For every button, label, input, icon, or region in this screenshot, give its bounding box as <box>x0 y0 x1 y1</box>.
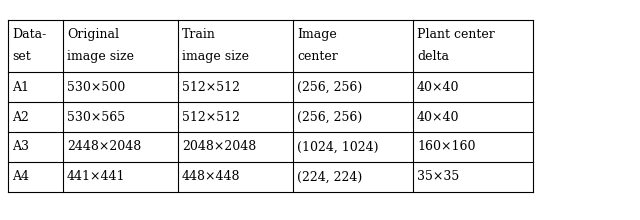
Text: center: center <box>297 50 338 63</box>
Text: 448×448: 448×448 <box>182 170 241 183</box>
Text: 35×35: 35×35 <box>417 170 460 183</box>
Text: 512×512: 512×512 <box>182 81 240 94</box>
Text: 441×441: 441×441 <box>67 170 125 183</box>
Text: Image: Image <box>297 28 337 41</box>
Text: Train: Train <box>182 28 216 41</box>
Text: delta: delta <box>417 50 449 63</box>
Text: 40×40: 40×40 <box>417 81 460 94</box>
Text: 40×40: 40×40 <box>417 110 460 123</box>
Text: 2048×2048: 2048×2048 <box>182 141 256 154</box>
Text: 512×512: 512×512 <box>182 110 240 123</box>
Text: Original: Original <box>67 28 119 41</box>
Text: (256, 256): (256, 256) <box>297 110 362 123</box>
Text: 160×160: 160×160 <box>417 141 476 154</box>
Text: image size: image size <box>182 50 249 63</box>
Text: Plant center: Plant center <box>417 28 495 41</box>
Text: A2: A2 <box>12 110 29 123</box>
Text: image size: image size <box>67 50 134 63</box>
Text: A1: A1 <box>12 81 29 94</box>
Text: (224, 224): (224, 224) <box>297 170 362 183</box>
Text: (1024, 1024): (1024, 1024) <box>297 141 378 154</box>
Text: (256, 256): (256, 256) <box>297 81 362 94</box>
Text: Data-: Data- <box>12 28 46 41</box>
Text: 2448×2048: 2448×2048 <box>67 141 141 154</box>
Text: A4: A4 <box>12 170 29 183</box>
Text: 530×565: 530×565 <box>67 110 125 123</box>
Text: set: set <box>12 50 31 63</box>
Text: A3: A3 <box>12 141 29 154</box>
Text: 530×500: 530×500 <box>67 81 125 94</box>
